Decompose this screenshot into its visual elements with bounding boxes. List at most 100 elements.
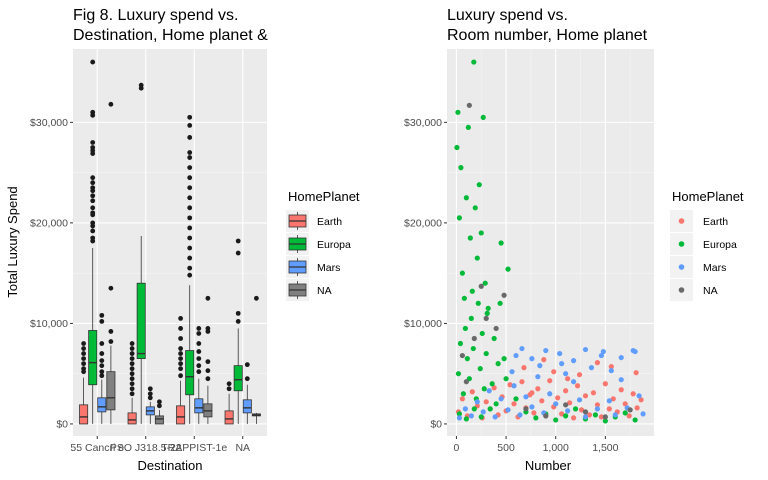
outlier-point (178, 361, 184, 367)
scatter-point (469, 389, 475, 395)
outlier-point (187, 135, 193, 140)
outlier-point (81, 346, 87, 351)
outlier-point (99, 373, 105, 379)
right-x-tick-label: 1,000 (543, 442, 569, 454)
box-body (194, 398, 204, 414)
outlier-point (156, 403, 162, 409)
scatter-point (472, 205, 478, 211)
scatter-point (491, 385, 497, 391)
right-y-tick-label: $10,000 (404, 318, 442, 330)
scatter-point (578, 407, 585, 413)
box-na-mars (242, 384, 252, 424)
scatter-point (535, 374, 541, 380)
scatter-point (576, 397, 583, 403)
right-legend-entry-earth: Earth (670, 210, 728, 232)
outlier-point (90, 112, 96, 118)
left-legend-entry-europa: Europa (286, 233, 351, 255)
outlier-point (90, 205, 96, 211)
box-55-cancri-e-earth (79, 377, 89, 425)
scatter-point (543, 347, 549, 354)
legend-label: Mars (703, 262, 726, 274)
scatter-point (513, 396, 519, 402)
scatter-point (507, 382, 513, 388)
scatter-point (468, 413, 474, 419)
outlier-point (81, 361, 87, 367)
box-na-na (251, 412, 261, 424)
scatter-point (582, 409, 589, 415)
series-europa (454, 59, 638, 424)
outlier-point (178, 356, 184, 361)
outlier-point (196, 349, 202, 354)
scatter-point (478, 414, 484, 420)
outlier-point (138, 85, 144, 91)
box-55-cancri-e-na (106, 345, 116, 424)
outlier-point (178, 326, 184, 331)
outlier-point (244, 376, 250, 382)
scatter-point (565, 408, 571, 414)
scatter-point (519, 345, 525, 352)
scatter-point (459, 270, 465, 276)
scatter-point (553, 401, 559, 407)
outlier-point (129, 361, 135, 367)
outlier-point (196, 331, 202, 336)
right-y-tick-label: $20,000 (404, 217, 442, 229)
left-y-tick-label: $20,000 (30, 217, 68, 229)
outlier-point (187, 215, 193, 221)
scatter-point (576, 372, 583, 378)
outlier-point (187, 150, 193, 155)
outlier-point (187, 225, 193, 231)
scatter-point (598, 352, 604, 359)
right-gridlines (447, 49, 654, 436)
outlier-point (156, 399, 162, 405)
scatter-point (459, 352, 465, 359)
right-y-tick-label: $30,000 (404, 117, 442, 129)
scatter-point (483, 350, 489, 357)
left-x-tick-label: 55 Cancri e (70, 442, 124, 454)
outlier-point (99, 312, 105, 318)
left-y-tick-label: $30,000 (30, 117, 68, 129)
outlier-point (187, 122, 193, 128)
scatter-point (602, 414, 608, 420)
scatter-point (498, 240, 504, 246)
outlier-point (129, 351, 135, 356)
legend-label: Earth (703, 216, 728, 228)
left-chart: Fig 8. Luxury spend vs. Destination, Hom… (5, 7, 360, 473)
scatter-point (493, 325, 499, 332)
right-legend: HomePlanet Earth Europa Mars NA (670, 189, 744, 301)
outlier-point (187, 114, 193, 120)
scatter-point (466, 102, 472, 108)
scatter-point (498, 396, 504, 402)
outlier-point (129, 366, 135, 372)
scatter-point (551, 369, 557, 375)
box-trappist-1e-mars (194, 378, 204, 424)
scatter-point (456, 215, 463, 221)
left-y-axis-title: Total Luxury Spend (5, 186, 20, 297)
box-pso-j318-5-22-europa (136, 235, 146, 424)
box-body (242, 399, 252, 414)
scatter-point (455, 371, 462, 377)
outlier-point (178, 351, 184, 356)
outlier-point (90, 193, 96, 199)
scatter-point (511, 401, 517, 407)
outlier-point (90, 188, 96, 194)
outlier-point (129, 386, 135, 392)
outlier-point (196, 369, 202, 375)
series-na (459, 102, 633, 420)
scatter-point (479, 330, 485, 337)
scatter-point (606, 398, 612, 404)
left-legend-entry-mars: Mars (286, 256, 340, 278)
scatter-point (531, 410, 537, 416)
box-trappist-1e-europa (185, 285, 195, 424)
outlier-point (187, 245, 193, 251)
scatter-point (633, 370, 639, 376)
scatter-point (471, 406, 477, 412)
scatter-point (493, 401, 499, 407)
box-body (154, 415, 164, 425)
outlier-point (178, 336, 184, 341)
scatter-point (559, 361, 565, 367)
outlier-point (196, 341, 202, 346)
outlier-point (187, 272, 193, 278)
scatter-point (634, 405, 640, 411)
outlier-point (99, 319, 105, 324)
outlier-point (81, 341, 87, 346)
